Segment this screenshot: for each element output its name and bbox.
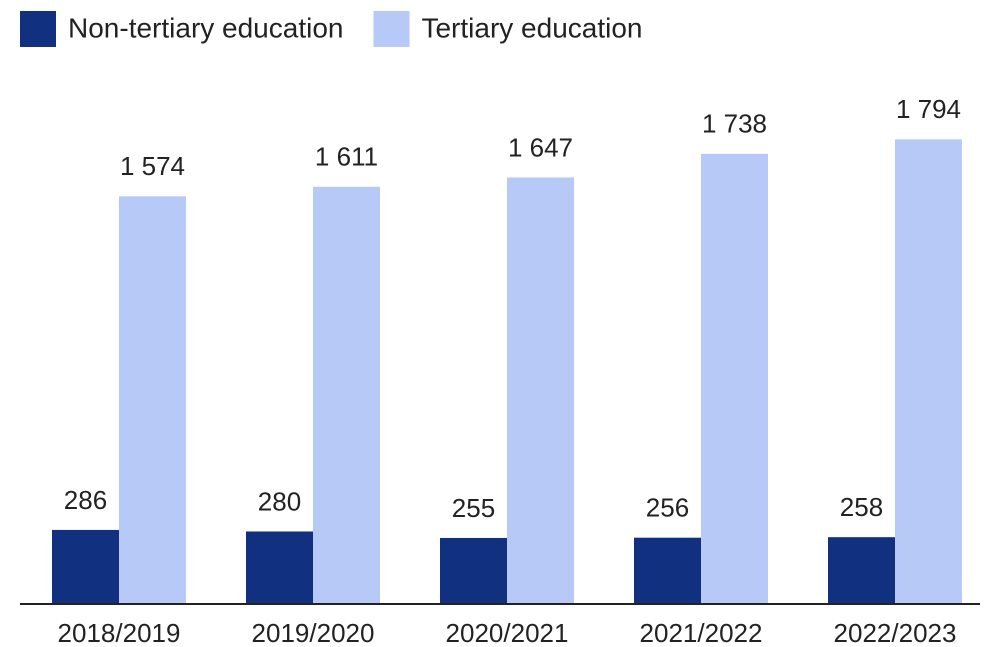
x-tick-label: 2018/2019 <box>58 618 181 647</box>
bar <box>440 537 507 604</box>
data-label: 1 794 <box>896 94 961 124</box>
data-label: 1 574 <box>120 151 185 181</box>
legend-swatch <box>373 11 410 47</box>
data-label: 1 738 <box>702 109 767 139</box>
bar <box>119 196 186 605</box>
bar <box>52 529 119 604</box>
data-label: 280 <box>258 486 301 516</box>
data-label: 1 611 <box>315 142 378 172</box>
data-label: 1 647 <box>508 132 573 162</box>
legend-label: Non-tertiary education <box>68 12 343 43</box>
bar <box>634 537 701 604</box>
x-tick-label: 2020/2021 <box>446 618 569 647</box>
data-label: 255 <box>452 493 495 523</box>
data-label: 258 <box>840 492 883 522</box>
data-label: 256 <box>646 493 689 523</box>
bar <box>246 531 313 604</box>
bar <box>313 186 380 604</box>
bar <box>895 139 962 604</box>
bar <box>701 153 768 604</box>
x-tick-label: 2021/2022 <box>640 618 763 647</box>
bar <box>507 177 574 604</box>
x-tick-label: 2019/2020 <box>252 618 375 647</box>
legend-swatch <box>20 11 56 47</box>
data-label: 286 <box>64 485 107 515</box>
x-tick-label: 2022/2023 <box>834 618 957 647</box>
bar <box>828 537 895 604</box>
legend-label: Tertiary education <box>421 12 642 43</box>
